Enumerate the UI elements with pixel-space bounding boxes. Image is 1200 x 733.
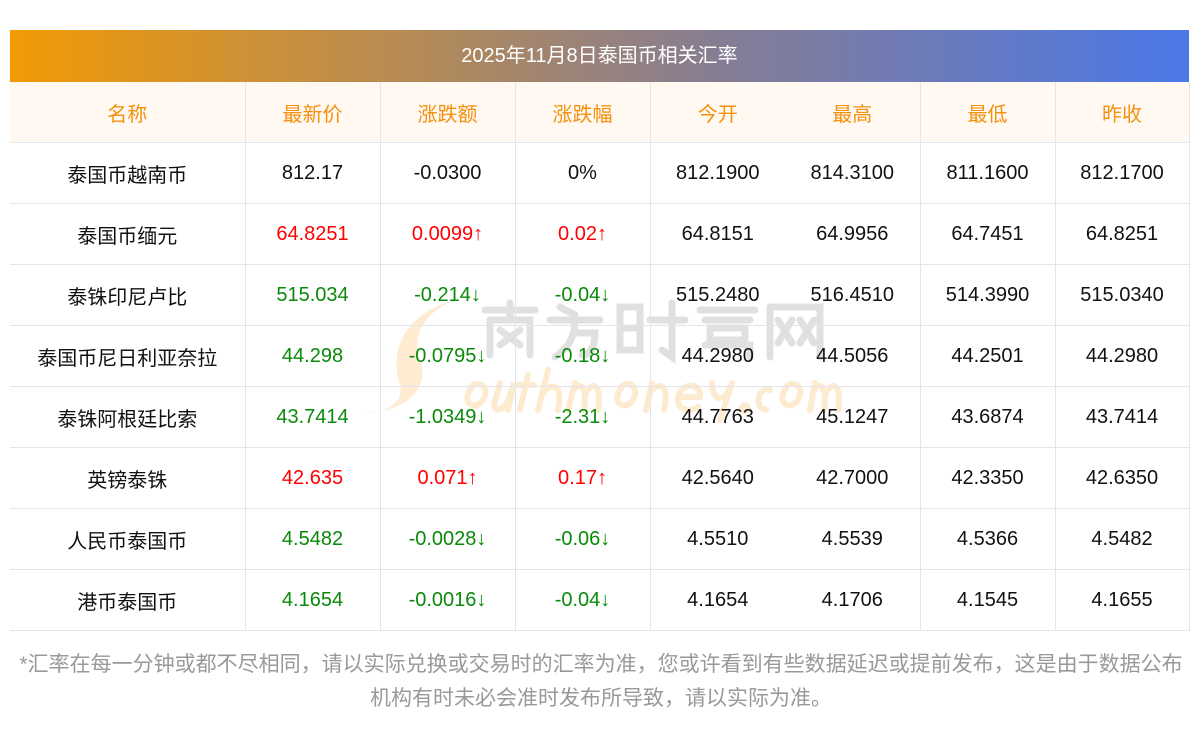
table-row: 港币泰国币 4.1654 -0.0016↓ -0.04↓ 4.1654 4.1706 4.1…: [10, 569, 1190, 631]
cell-name: 英镑泰铢: [10, 447, 246, 509]
cell-prev: 4.1655: [1054, 569, 1190, 631]
cell-low: 44.2501: [919, 325, 1056, 387]
cell-prev: 44.2980: [1054, 325, 1190, 387]
cell-high: 516.4510: [785, 264, 921, 326]
page-title: 2025年11月8日泰国币相关汇率: [10, 30, 1189, 82]
cell-pct: -0.04↓: [514, 569, 651, 631]
cell-name: 泰国币缅元: [10, 203, 246, 265]
table-row: 泰国币越南币 812.17 -0.0300 0% 812.1900 814.3100 811…: [10, 142, 1190, 204]
cell-pct: -0.18↓: [514, 325, 651, 387]
cell-high: 4.1706: [785, 569, 921, 631]
cell-pct: 0.17↑: [514, 447, 651, 509]
column-header: 最低: [919, 82, 1056, 143]
cell-name: 泰铢阿根廷比索: [10, 386, 246, 448]
cell-open: 64.8151: [649, 203, 785, 265]
cell-chg: -0.0016↓: [379, 569, 516, 631]
table-row: 泰铢印尼卢比 515.034 -0.214↓ -0.04↓ 515.2480 516.45…: [10, 264, 1190, 326]
cell-open: 515.2480: [649, 264, 785, 326]
cell-low: 4.1545: [919, 569, 1056, 631]
cell-price: 42.635: [244, 447, 381, 509]
cell-open: 4.1654: [649, 569, 785, 631]
cell-price: 515.034: [244, 264, 381, 326]
table-row: 泰铢阿根廷比索 43.7414 -1.0349↓ -2.31↓ 44.7763 45.12…: [10, 386, 1190, 448]
table-header: 名称 最新价 涨跌额 涨跌幅 今开 最高 最低 昨收: [10, 82, 1190, 143]
cell-name: 泰国币尼日利亚奈拉: [10, 325, 246, 387]
cell-open: 812.1900: [649, 142, 785, 204]
cell-high: 4.5539: [785, 508, 921, 570]
cell-chg: -1.0349↓: [379, 386, 516, 448]
cell-low: 43.6874: [919, 386, 1056, 448]
cell-price: 4.5482: [244, 508, 381, 570]
cell-prev: 64.8251: [1054, 203, 1190, 265]
cell-prev: 515.0340: [1054, 264, 1190, 326]
cell-name: 港币泰国币: [10, 569, 246, 631]
cell-high: 64.9956: [785, 203, 921, 265]
table-row: 人民币泰国币 4.5482 -0.0028↓ -0.06↓ 4.5510 4.5539 4.…: [10, 508, 1190, 570]
table-row: 英镑泰铢 42.635 0.071↑ 0.17↑ 42.5640 42.7000 42.33…: [10, 447, 1190, 509]
cell-pct: -0.04↓: [514, 264, 651, 326]
column-header: 涨跌额: [379, 82, 516, 143]
cell-name: 泰国币越南币: [10, 142, 246, 204]
cell-chg: 0.0099↑: [379, 203, 516, 265]
cell-high: 44.5056: [785, 325, 921, 387]
cell-pct: 0%: [514, 142, 651, 204]
cell-price: 44.298: [244, 325, 381, 387]
cell-low: 42.3350: [919, 447, 1056, 509]
cell-prev: 42.6350: [1054, 447, 1190, 509]
column-header: 名称: [10, 82, 246, 143]
cell-name: 人民币泰国币: [10, 508, 246, 570]
exchange-rate-table: 名称 最新价 涨跌额 涨跌幅 今开 最高 最低 昨收 泰国币越南币 812.17 -0.0300 0…: [10, 82, 1190, 631]
cell-chg: -0.214↓: [379, 264, 516, 326]
cell-low: 514.3990: [919, 264, 1056, 326]
column-header: 涨跌幅: [514, 82, 651, 143]
cell-low: 811.1600: [919, 142, 1056, 204]
cell-chg: -0.0028↓: [379, 508, 516, 570]
table-row: 泰国币尼日利亚奈拉 44.298 -0.0795↓ -0.18↓ 44.2980 44.5…: [10, 325, 1190, 387]
column-header: 昨收: [1054, 82, 1190, 143]
cell-prev: 812.1700: [1054, 142, 1190, 204]
cell-price: 43.7414: [244, 386, 381, 448]
cell-price: 64.8251: [244, 203, 381, 265]
cell-high: 42.7000: [785, 447, 921, 509]
cell-pct: 0.02↑: [514, 203, 651, 265]
cell-pct: -2.31↓: [514, 386, 651, 448]
cell-open: 4.5510: [649, 508, 785, 570]
cell-high: 45.1247: [785, 386, 921, 448]
table-row: 泰国币缅元 64.8251 0.0099↑ 0.02↑ 64.8151 64.9956 64…: [10, 203, 1190, 265]
cell-price: 4.1654: [244, 569, 381, 631]
cell-prev: 4.5482: [1054, 508, 1190, 570]
cell-open: 44.7763: [649, 386, 785, 448]
cell-open: 44.2980: [649, 325, 785, 387]
cell-low: 4.5366: [919, 508, 1056, 570]
cell-prev: 43.7414: [1054, 386, 1190, 448]
cell-name: 泰铢印尼卢比: [10, 264, 246, 326]
column-header: 最新价: [244, 82, 381, 143]
column-header: 今开: [649, 82, 785, 143]
cell-chg: 0.071↑: [379, 447, 516, 509]
cell-high: 814.3100: [785, 142, 921, 204]
cell-price: 812.17: [244, 142, 381, 204]
cell-chg: -0.0300: [379, 142, 516, 204]
disclaimer-note: *汇率在每一分钟或都不尽相同，请以实际兑换或交易时的汇率为准，您或许看到有些数据…: [19, 653, 1183, 710]
cell-pct: -0.06↓: [514, 508, 651, 570]
cell-open: 42.5640: [649, 447, 785, 509]
column-header: 最高: [785, 82, 921, 143]
cell-low: 64.7451: [919, 203, 1056, 265]
cell-chg: -0.0795↓: [379, 325, 516, 387]
